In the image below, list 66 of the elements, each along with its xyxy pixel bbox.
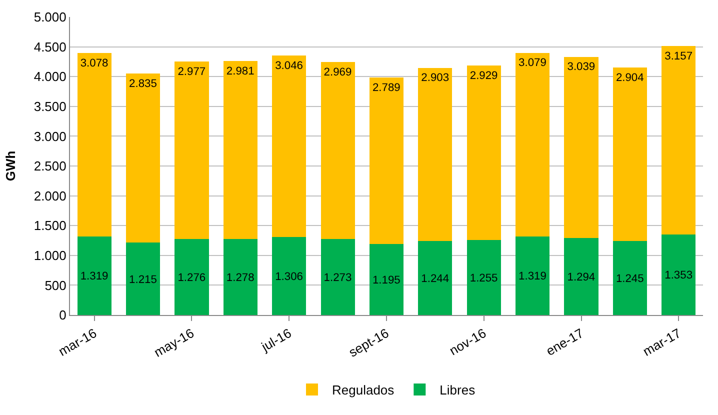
data-label: 1.245: [616, 272, 644, 285]
data-label: 2.903: [421, 72, 450, 84]
bar: [77, 52, 112, 236]
bar: [662, 46, 696, 234]
data-label: 1.215: [129, 274, 157, 286]
y-axis-title: GWh: [2, 150, 18, 182]
bar: [662, 234, 696, 315]
data-label: 1.353: [664, 270, 693, 282]
data-label: 1.244: [421, 272, 450, 285]
bar: [564, 238, 598, 315]
data-label: 3.039: [567, 61, 596, 74]
data-label: 1.276: [178, 272, 206, 284]
data-label: 1.306: [275, 271, 303, 284]
y-tick-label: 3.500: [34, 98, 66, 114]
bar: [466, 66, 501, 240]
bar: [369, 78, 404, 244]
data-label: 1.255: [470, 272, 498, 285]
bar: [272, 237, 306, 315]
y-tick-label: 500: [44, 278, 66, 293]
data-label: 1.273: [324, 272, 352, 284]
bar: [612, 68, 647, 241]
bar: [77, 236, 112, 315]
legend-label: Regulados: [332, 382, 395, 398]
legend-label: Libres: [440, 382, 476, 398]
bar: [174, 62, 209, 239]
data-label: 2.904: [616, 72, 644, 84]
bar: [612, 240, 647, 315]
bar: [320, 239, 355, 315]
data-label: 2.969: [324, 66, 352, 79]
bar: [516, 236, 550, 315]
data-label: 3.079: [518, 57, 546, 70]
data-label: 1.319: [518, 270, 546, 283]
data-label: 1.294: [567, 271, 596, 284]
y-tick-label: 1.500: [34, 218, 66, 234]
bar: [418, 240, 452, 315]
y-tick-label: 1.000: [34, 248, 66, 263]
y-tick-label: 4.000: [34, 69, 66, 84]
bar: [126, 242, 160, 315]
bar: [369, 244, 404, 315]
bar: [126, 74, 160, 243]
bar: [272, 56, 306, 238]
bar: [516, 52, 550, 236]
bar: [564, 56, 598, 238]
y-tick-label: 3.000: [34, 128, 66, 144]
data-label: 3.046: [275, 60, 303, 72]
bar: [320, 62, 355, 240]
y-tick-label: 2.500: [34, 158, 66, 174]
bar: [418, 68, 452, 241]
y-tick-label: 2.000: [34, 188, 66, 204]
bar: [174, 238, 209, 315]
data-label: 2.835: [129, 78, 157, 90]
y-tick-label: 4.500: [34, 39, 66, 54]
data-label: 1.195: [372, 274, 400, 286]
y-tick-label: 5.000: [34, 10, 66, 25]
y-tick-label: 0: [59, 308, 66, 323]
bar: [223, 61, 258, 239]
data-label: 3.078: [80, 57, 108, 70]
data-label: 3.157: [664, 50, 693, 63]
data-label: 1.278: [226, 272, 254, 284]
data-label: 1.319: [80, 270, 108, 283]
data-label: 2.929: [470, 70, 498, 82]
data-label: 2.977: [178, 66, 206, 78]
bar: [466, 240, 501, 315]
data-label: 2.789: [372, 82, 400, 94]
data-label: 2.981: [226, 66, 254, 78]
bar: [223, 238, 258, 315]
